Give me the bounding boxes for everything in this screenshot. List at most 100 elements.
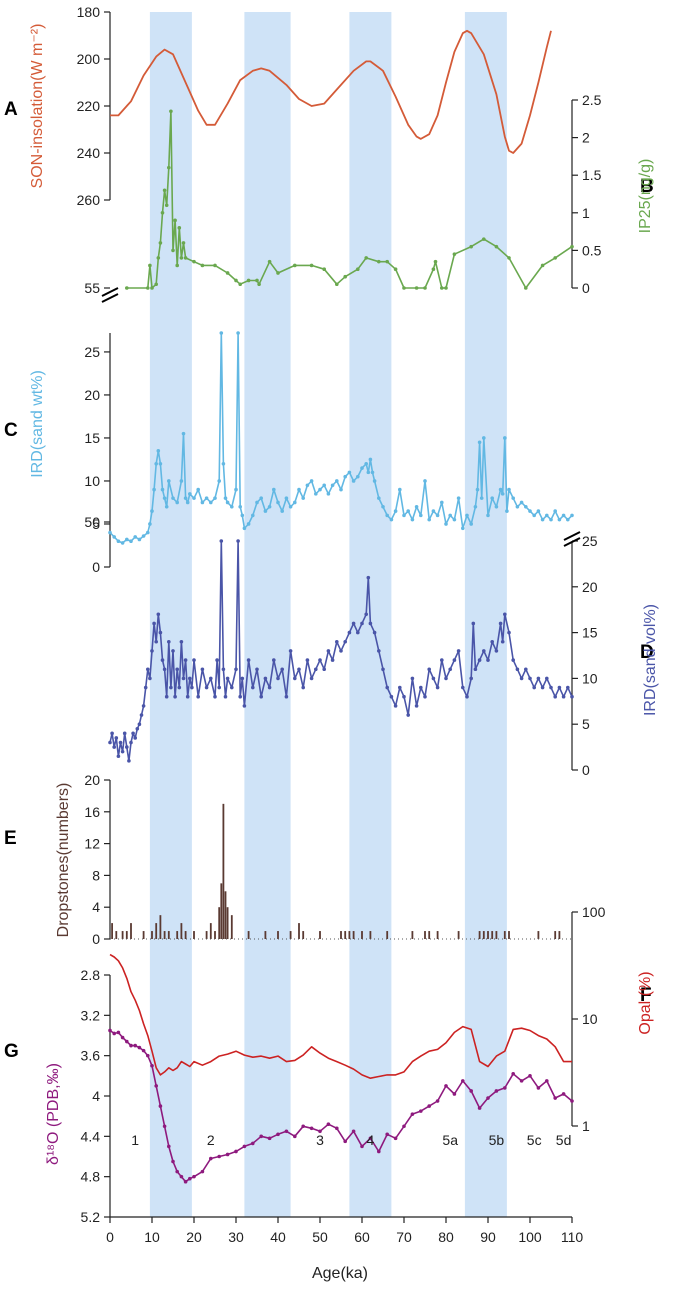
data-point-D [452,658,457,662]
data-point-C [406,509,411,513]
data-point-C [209,500,213,505]
data-point-G [209,1156,213,1161]
y-tick-label-A: 200 [77,51,101,67]
dropstone-bar [340,931,342,939]
x-tick-label: 110 [561,1229,584,1245]
dropstone-bar [163,931,166,939]
data-point-D [139,713,144,717]
data-point-D [330,658,335,662]
data-point-D [263,676,268,681]
y-tick-label-A: 240 [77,145,101,161]
data-point-C [498,487,503,492]
data-point-D [251,685,255,690]
data-point-G [141,1048,146,1053]
data-point-G [129,1043,133,1048]
isotope-stage-label: 3 [316,1132,324,1148]
data-point-D [427,667,432,672]
data-point-B [234,278,238,283]
data-point-B [540,263,545,268]
x-tick-label: 10 [144,1229,160,1245]
dropstone-bar [508,931,510,939]
data-point-D [414,704,419,708]
data-point-C [196,487,200,492]
data-point-B [169,109,173,114]
data-point-D [553,694,557,699]
data-point-D [183,658,188,662]
data-point-D [234,667,238,672]
data-point-G [318,1129,322,1134]
data-series [108,29,574,1184]
data-point-D [272,658,276,662]
data-point-G [545,1079,549,1083]
dropstone-bar [482,931,485,939]
y-tick-label-B: 0.5 [582,242,602,258]
data-point-C [528,509,532,513]
dropstone-bar [159,915,162,939]
dropstone-bar [436,931,439,939]
y-tick-label-D: 25 [582,533,598,549]
data-point-G [167,1144,171,1149]
data-point-B [183,256,188,260]
data-point-D [108,740,112,745]
data-point-G [335,1126,339,1131]
data-point-D [175,667,179,672]
data-point-B [160,211,165,215]
data-point-B [494,244,499,249]
data-point-C [557,517,562,522]
data-point-G [154,1084,158,1088]
data-point-D [158,630,163,635]
data-point-D [549,685,553,690]
data-point-G [536,1086,541,1090]
data-point-D [389,694,394,699]
dropstone-bar [151,931,153,939]
data-point-B [267,259,272,264]
data-point-B [150,286,154,290]
data-point-D [190,685,194,690]
data-point-D [368,621,373,626]
data-point-D [314,667,318,672]
glacial-band-0 [149,12,192,1217]
data-point-C [223,496,228,500]
data-point-C [160,487,165,492]
data-point-C [486,513,490,518]
data-point-G [419,1109,423,1113]
data-point-D [259,694,264,699]
data-point-C [515,504,520,509]
data-point-C [461,526,465,531]
data-point-C [112,535,116,539]
y-axis-label-E: Dropstones(numbers) [55,783,72,938]
data-point-D [381,667,385,672]
data-point-C [297,487,301,492]
data-point-C [524,504,528,509]
data-point-B [257,282,261,287]
data-point-C [519,500,524,505]
data-point-D [255,667,259,672]
data-point-G [276,1132,280,1137]
data-point-D [238,694,242,699]
data-point-D [301,685,306,690]
data-point-D [122,731,127,736]
dropstone-bar [214,931,216,939]
data-point-C [179,479,184,483]
data-point-C [188,492,192,496]
data-point-C [414,504,419,509]
data-point-D [177,685,182,690]
data-point-D [423,694,427,699]
data-point-D [385,685,390,690]
data-point-D [482,649,486,653]
data-point-G [200,1169,205,1174]
y-tick-label-G: 4.4 [81,1128,101,1144]
data-point-D [143,685,148,690]
data-point-C [360,466,364,470]
glacial-stage-bands [149,12,507,1217]
data-point-C [503,436,507,440]
dropstone-bar [193,931,195,939]
data-point-D [171,649,175,653]
data-point-D [110,731,114,736]
data-point-C [318,487,322,492]
series-line-G [109,1029,573,1183]
data-point-C [162,496,167,500]
data-point-D [181,676,186,681]
y-axis-label-A: SON-insolation(W m⁻²) [29,24,46,189]
